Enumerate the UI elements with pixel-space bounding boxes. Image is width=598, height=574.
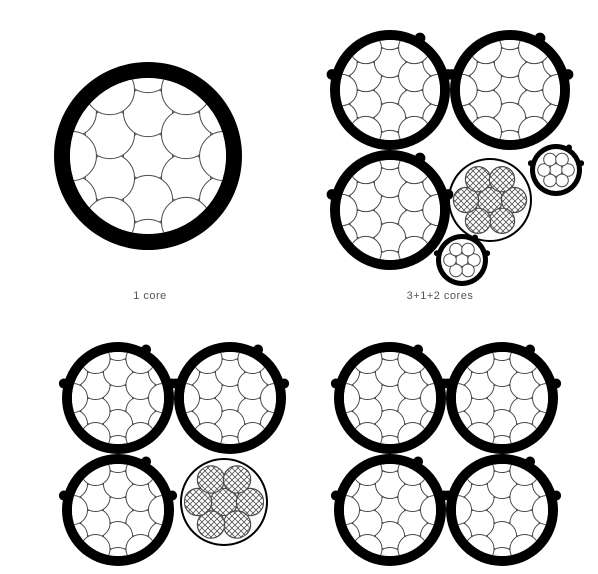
cable-cross-section [438, 334, 566, 462]
cable [326, 334, 454, 462]
cable [326, 446, 454, 574]
diagram-canvas: 1 core 3+1+2 cores [0, 0, 598, 557]
cable-cross-section [438, 446, 566, 574]
cable-cross-section [326, 334, 454, 462]
panel-bottom-right [0, 0, 598, 557]
cable-cross-section [326, 446, 454, 574]
cable [438, 334, 566, 462]
cable [438, 446, 566, 574]
